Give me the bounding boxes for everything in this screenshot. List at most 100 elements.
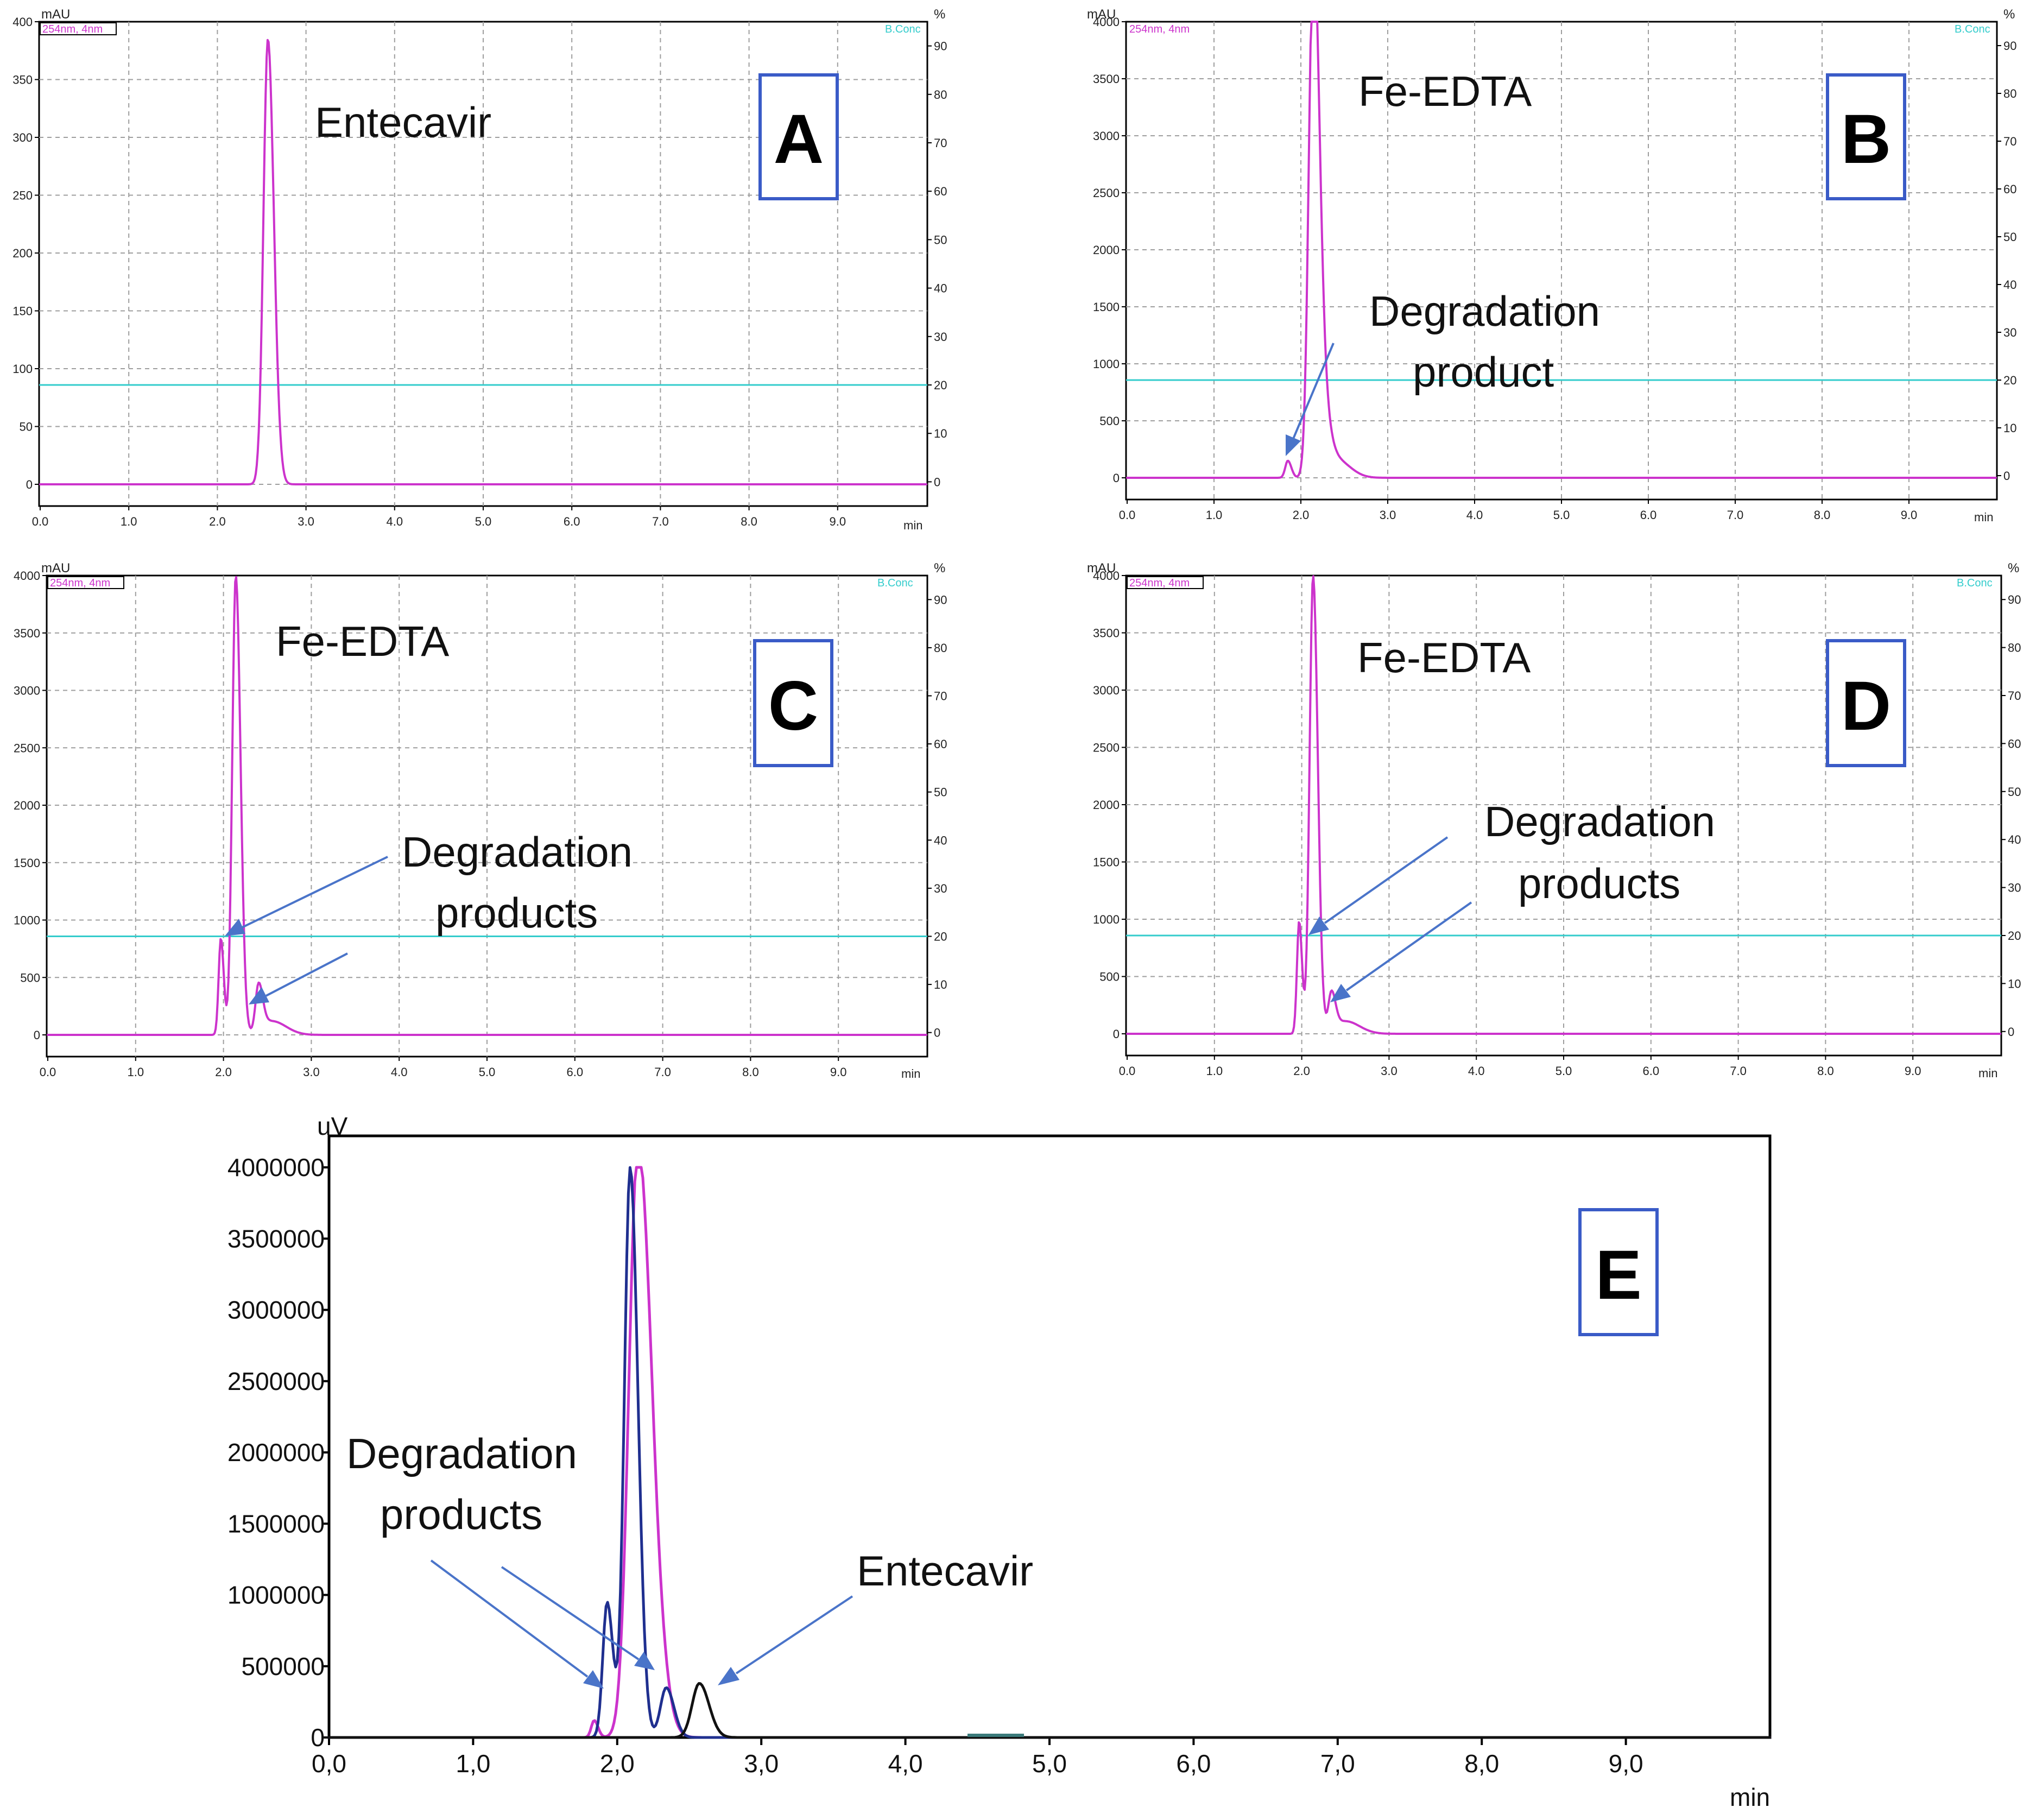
annotation-degradation: Degradation [346, 1430, 577, 1477]
detector-tag-box [1127, 576, 1204, 589]
x-tick-label: 6.0 [567, 1065, 584, 1079]
y-tick-label: 0 [1113, 471, 1120, 485]
x-axis-unit: min [901, 1067, 920, 1080]
x-tick-labels: 0.0 1.0 2.0 3.0 4.0 5.0 6.0 7.0 8.0 9.0 [1119, 1056, 1921, 1078]
x-tick-label: 0.0 [40, 1065, 56, 1079]
annotation-arrow [1345, 901, 1472, 991]
y2-tick-label: 60 [934, 185, 947, 198]
x-tick-label: 5,0 [1032, 1749, 1067, 1778]
y-tick-label: 500 [1099, 970, 1120, 984]
x-tick-label: 3.0 [298, 515, 314, 528]
y-tick-label: 2500000 [227, 1367, 325, 1395]
y-tick-label: 4000 [14, 569, 40, 583]
y-tick-labels: 0 500000 1000000 1500000 2000000 2500000 30000… [227, 1153, 329, 1752]
y2-tick-label: 80 [934, 88, 947, 102]
panel-letter-box [758, 73, 839, 200]
panel-e: uV 0 500000 1000000 1500000 2000000 2500000 30… [227, 1112, 1772, 1811]
x-tick-label: 0.0 [1119, 508, 1136, 522]
y2-tick-label: 90 [934, 40, 947, 53]
detector-tag: 254nm, 4nm [1129, 577, 1190, 589]
y2-tick-label: 70 [934, 136, 947, 150]
y-tick-label: 0 [311, 1723, 325, 1752]
y2-tick-label: 90 [2008, 593, 2021, 606]
panel-b: mAU % 254nm, 4nm B.Conc 0500100015002000… [1087, 7, 2016, 524]
chromatogram-traces [47, 576, 927, 1036]
trace-fe-edta [1126, 575, 2001, 1035]
x-axis-unit: min [1730, 1783, 1770, 1811]
x-tick-label: 8.0 [742, 1065, 759, 1079]
x-axis-unit: min [903, 519, 922, 532]
panel-a: mAU % 254nm, 4nm B.Conc 0501001502002503… [12, 7, 947, 532]
y2-tick-label: 70 [2003, 135, 2016, 148]
x-tick-label: 4.0 [387, 515, 403, 528]
y2-tick-label: 30 [934, 882, 947, 895]
y2-tick-label: 20 [934, 930, 947, 944]
y2-tick-label: 0 [934, 475, 940, 489]
y-axis-unit: mAU [41, 561, 70, 576]
annotation-degradation: Degradation [402, 828, 633, 876]
y2-tick-label: 40 [2008, 833, 2021, 846]
x-tick-label: 3.0 [1380, 508, 1396, 522]
y-tick-label: 500 [20, 971, 40, 984]
y2-tick-label: 60 [2003, 182, 2016, 196]
x-tick-label: 5.0 [1556, 1064, 1572, 1078]
annotation-products: products [1518, 860, 1680, 907]
annotation-arrow [265, 952, 348, 997]
y-axis-unit: uV [317, 1112, 348, 1140]
y-tick-label: 250 [12, 189, 33, 203]
x-tick-label: 4.0 [391, 1065, 408, 1079]
x-tick-label: 8,0 [1464, 1749, 1499, 1778]
x-tick-label: 6.0 [1643, 1064, 1660, 1078]
y2-tick-label: 30 [2008, 881, 2021, 895]
y-tick-label: 50 [20, 420, 33, 434]
y2-tick-labels: 0 10 20 30 40 50 60 70 80 90 [927, 40, 947, 489]
y-tick-label: 500000 [242, 1652, 325, 1680]
y2-tick-label: 90 [934, 593, 947, 606]
x-tick-label: 1.0 [1206, 1064, 1223, 1078]
y-tick-label: 1500 [14, 856, 40, 870]
chromatogram-traces [327, 1166, 1772, 1739]
panel-letter-box [1826, 639, 1906, 767]
x-tick-label: 6.0 [564, 515, 580, 528]
y2-tick-label: 10 [934, 427, 947, 440]
x-tick-label: 2.0 [1293, 1064, 1310, 1078]
y-tick-label: 2000000 [227, 1438, 325, 1467]
x-tick-label: 7.0 [1730, 1064, 1747, 1078]
y2-tick-label: 80 [2003, 87, 2016, 100]
x-tick-label: 7,0 [1320, 1749, 1355, 1778]
y2-tick-label: 20 [2008, 929, 2021, 943]
y-tick-label: 3000 [1093, 684, 1120, 697]
y2-axis-unit: % [2008, 561, 2019, 576]
detector-tag-box [47, 576, 124, 589]
x-tick-label: 5.0 [1553, 508, 1570, 522]
annotation-arrowhead [1308, 917, 1329, 935]
x-tick-label: 9.0 [1905, 1064, 1921, 1078]
x-tick-label: 7.0 [652, 515, 669, 528]
y2-tick-label: 0 [2008, 1025, 2014, 1039]
y2-tick-label: 60 [934, 737, 947, 751]
y2-tick-label: 10 [2008, 977, 2021, 990]
x-tick-label: 1.0 [121, 515, 137, 528]
y-tick-label: 1000 [1093, 357, 1120, 371]
y2-tick-label: 20 [2003, 374, 2016, 387]
grid-lines [1126, 576, 2001, 1056]
panel-letter-box [753, 639, 833, 767]
x-tick-label: 8.0 [1814, 508, 1831, 522]
trace-fe-edta [1126, 21, 1997, 479]
y2-tick-label: 70 [934, 690, 947, 703]
y-tick-label: 4000 [1093, 15, 1120, 29]
x-tick-label: 9,0 [1609, 1749, 1643, 1778]
trace-fe-edta [47, 576, 927, 1036]
y-tick-label: 4000 [1093, 569, 1120, 583]
annotation-arrow [430, 1559, 589, 1678]
annotation-arrow [1324, 836, 1449, 924]
detector-tag: 254nm, 4nm [42, 23, 103, 35]
x-tick-label: 5.0 [479, 1065, 496, 1079]
y2-tick-label: 70 [2008, 689, 2021, 703]
panel-letter: D [1841, 667, 1891, 745]
y-tick-label: 2500 [1093, 741, 1120, 755]
y2-tick-label: 20 [934, 378, 947, 392]
y-tick-label: 150 [12, 305, 33, 318]
x-tick-label: 0.0 [32, 515, 49, 528]
y-tick-labels: 0 500 1000 1500 2000 2500 3000 3500 4000 [14, 569, 47, 1042]
